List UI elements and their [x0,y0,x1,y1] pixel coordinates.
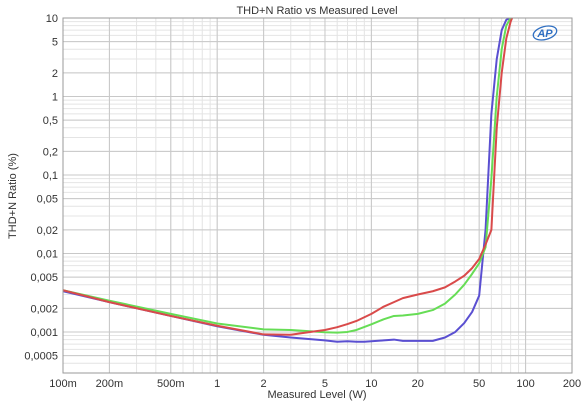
y-tick-label: 0,5 [43,115,58,127]
x-tick-labels: 100m 200m 500m 1 2 5 10 20 50 100 200 [49,378,581,390]
y-tick-label: 0,01 [37,248,58,260]
y-tick-label: 0,005 [30,272,58,284]
y-tick-label: 10 [46,13,58,25]
y-tick-label: 0,02 [37,225,58,237]
x-tick-label: 1 [214,378,220,390]
x-tick-label: 20 [412,378,424,390]
ap-logo-text: AP [536,28,553,40]
y-tick-label: 0,001 [30,327,58,339]
x-tick-label: 2 [261,378,267,390]
chart-title: THD+N Ratio vs Measured Level [236,5,397,17]
x-axis-title: Measured Level (W) [267,389,366,401]
series-layer [63,18,514,343]
y-axis-title: THD+N Ratio (%) [7,153,19,239]
series-line-3 [63,18,514,336]
y-tick-labels: 10 5 2 1 0,5 0,2 0,1 0,05 0,02 0,01 0,005 0,002 0,00… [24,13,58,363]
x-tick-label: 200m [96,378,124,390]
x-tick-label: 200 [563,378,581,390]
y-tick-label: 0,002 [30,303,58,315]
y-tick-label: 0,0005 [24,351,58,363]
x-tick-label: 10 [365,378,377,390]
x-tick-label: 100m [49,378,77,390]
y-tick-label: 2 [52,68,58,80]
y-tick-label: 0,05 [37,194,58,206]
x-tick-label: 50 [473,378,485,390]
y-tick-label: 5 [52,37,58,49]
y-tick-label: 0,1 [43,170,58,182]
ap-logo-icon: AP [532,25,558,41]
y-tick-label: 0,2 [43,146,58,158]
plot-border [62,17,573,374]
x-tick-label: 5 [322,378,328,390]
x-tick-label: 500m [157,378,185,390]
y-tick-label: 1 [52,91,58,103]
x-tick-label: 100 [516,378,534,390]
series-line-2 [63,18,512,334]
series-line-1 [63,18,512,343]
